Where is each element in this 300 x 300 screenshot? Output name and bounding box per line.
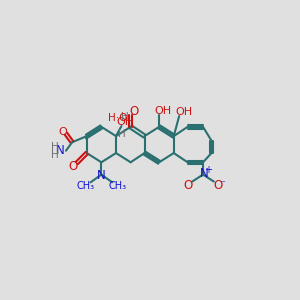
Text: O: O (184, 179, 193, 192)
Text: CH₃: CH₃ (109, 181, 127, 191)
Text: O: O (58, 127, 67, 137)
Text: N: N (97, 169, 106, 182)
Text: O: O (213, 179, 222, 192)
Text: H: H (51, 142, 59, 152)
Text: H: H (51, 150, 59, 160)
Text: O: O (68, 160, 77, 172)
Text: O: O (130, 105, 139, 118)
Text: OH: OH (117, 117, 134, 127)
Text: OH: OH (175, 107, 192, 117)
Text: H: H (118, 129, 125, 139)
Text: H·O: H·O (108, 112, 127, 123)
Text: CH₃: CH₃ (76, 181, 94, 191)
Text: +: + (204, 165, 212, 175)
Text: ⁻: ⁻ (219, 179, 225, 189)
Text: N: N (200, 167, 208, 180)
Text: H: H (122, 112, 129, 122)
Text: OH: OH (154, 106, 172, 116)
Text: N: N (56, 144, 65, 157)
